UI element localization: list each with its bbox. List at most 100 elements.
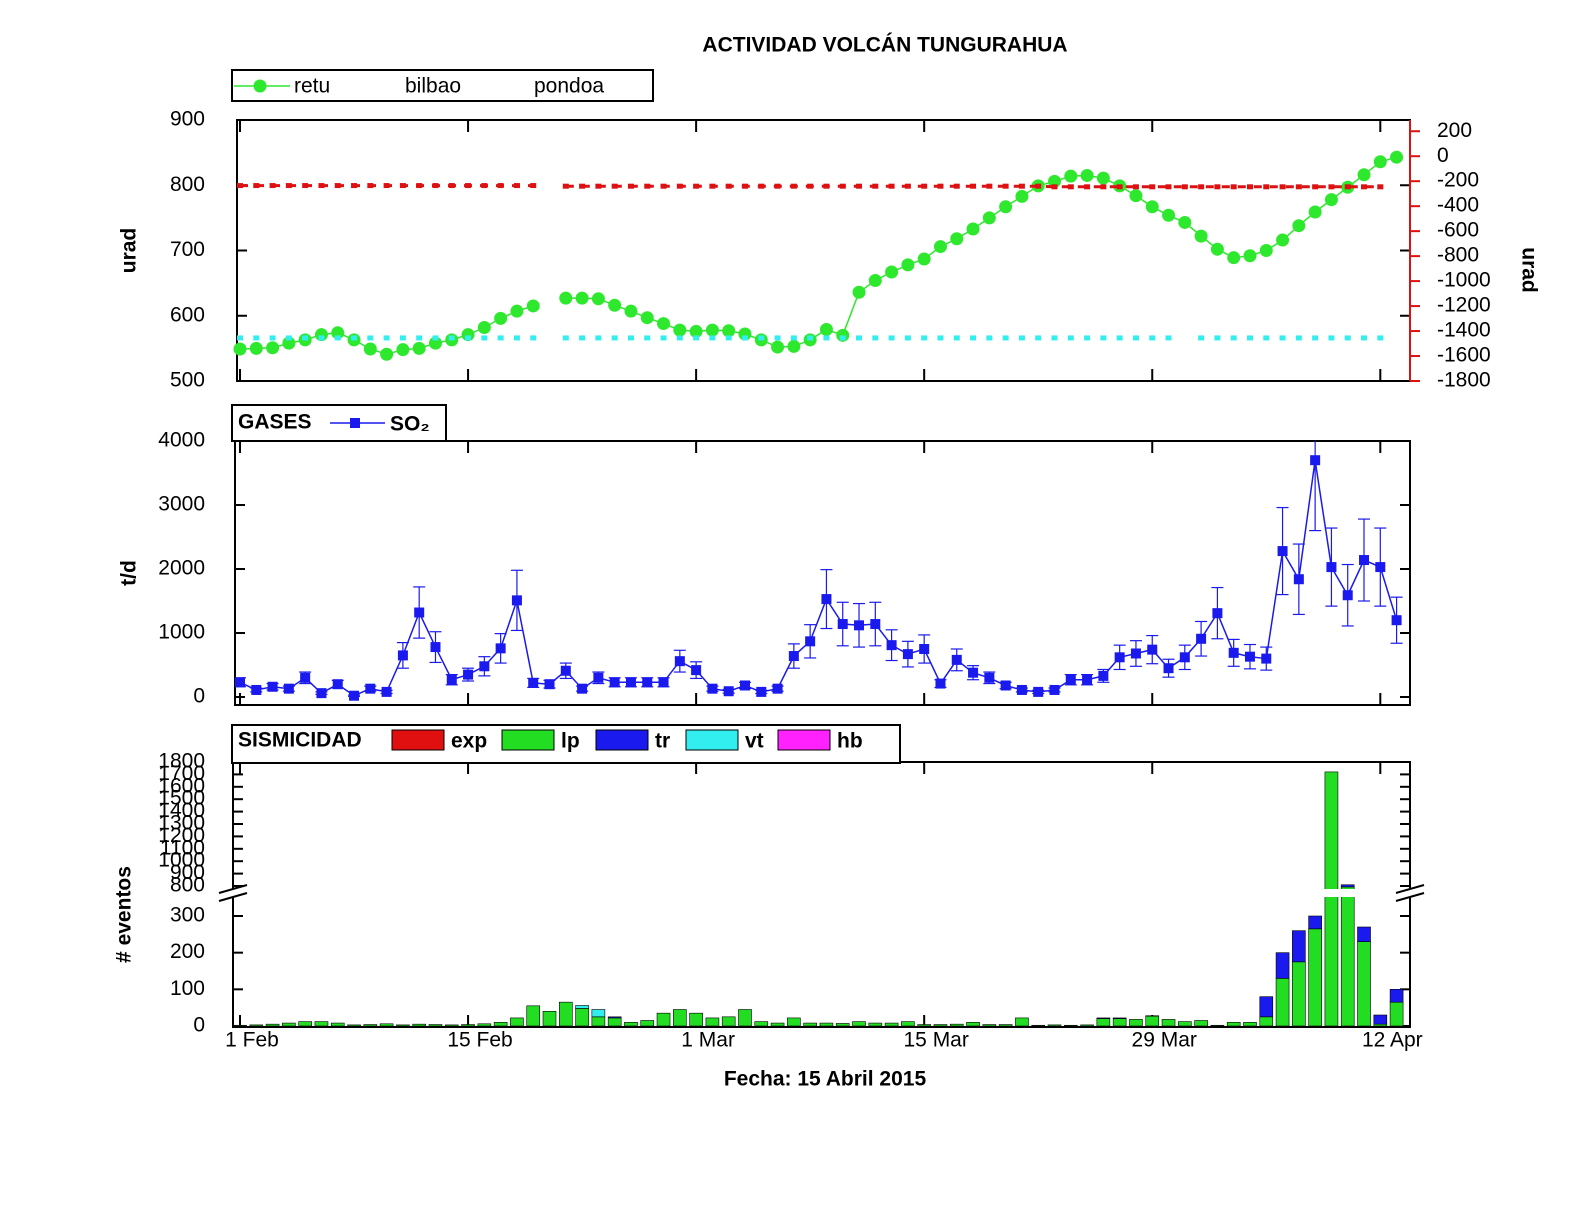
data-point	[349, 690, 360, 701]
bar-segment	[624, 1022, 638, 1027]
data-point	[823, 183, 830, 189]
data-point	[611, 183, 618, 189]
data-point	[1259, 244, 1273, 257]
data-point	[1263, 184, 1270, 190]
x-axis-title: Fecha: 15 Abril 2015	[724, 1068, 927, 1091]
data-point	[380, 347, 394, 361]
x-tick-label: 29 Mar	[1132, 1029, 1197, 1052]
data-point	[1277, 546, 1288, 557]
data-point	[235, 677, 245, 688]
y-tick-label: 1700	[158, 762, 205, 785]
data-point	[970, 183, 977, 189]
data-point	[1179, 652, 1190, 663]
data-point	[888, 183, 895, 189]
series-line	[239, 460, 1398, 697]
data-point	[249, 341, 263, 355]
legend-title: SISMICIDAD	[238, 729, 362, 752]
bar-segment	[884, 1022, 899, 1027]
data-point	[689, 324, 703, 338]
legend-label: hb	[837, 730, 863, 753]
y-tick-label: 1300	[158, 812, 205, 835]
data-point	[432, 335, 439, 341]
data-point	[771, 340, 785, 354]
data-point	[1377, 335, 1384, 341]
data-point	[1210, 242, 1224, 256]
data-point	[933, 240, 947, 254]
x-tick-label: 1 Mar	[681, 1029, 735, 1052]
bar-segment	[1243, 1022, 1257, 1027]
x-tick-label: 1 Feb	[225, 1029, 279, 1052]
data-point	[266, 341, 280, 355]
legend-label: tr	[655, 730, 670, 753]
data-point	[497, 335, 504, 341]
data-point	[986, 335, 993, 341]
data-point	[707, 683, 718, 694]
data-point	[1295, 335, 1302, 341]
data-point	[1344, 335, 1351, 341]
bar-segment	[330, 1022, 345, 1027]
data-point	[705, 323, 719, 337]
data-point	[935, 678, 946, 689]
data-point	[575, 291, 589, 305]
data-point	[1100, 184, 1107, 190]
bar-segment	[575, 1005, 589, 1009]
data-point	[562, 183, 569, 189]
bar-segment	[526, 1005, 541, 1027]
data-point	[1114, 652, 1125, 663]
bar-segment	[591, 1009, 606, 1018]
bar-segment	[265, 1023, 280, 1027]
bar-segment	[575, 1008, 589, 1027]
data-point	[1067, 335, 1074, 341]
data-point	[1165, 335, 1172, 341]
data-point	[1357, 168, 1371, 182]
data-point	[1165, 184, 1172, 190]
data-point	[465, 335, 472, 341]
data-point	[807, 183, 814, 189]
y-tick-label: 1000	[158, 621, 205, 644]
axis-break	[221, 889, 1422, 897]
bar-segment	[1324, 771, 1339, 1027]
data-point	[968, 667, 979, 678]
bar-segment	[1194, 1020, 1208, 1027]
legend-symbol	[253, 79, 267, 93]
data-point	[595, 335, 602, 341]
data-point	[1132, 335, 1139, 341]
data-point	[495, 643, 506, 654]
data-point	[253, 335, 260, 341]
data-point	[1198, 184, 1205, 190]
x-tick-label: 15 Feb	[447, 1029, 512, 1052]
bar-segment	[1275, 978, 1290, 1027]
legend-label: exp	[451, 730, 487, 753]
bar-segment	[673, 1009, 687, 1027]
data-point	[416, 335, 423, 341]
data-point	[412, 341, 426, 355]
legend-swatch	[685, 729, 739, 751]
bar-segment	[835, 1023, 850, 1027]
legend-label: pondoa	[534, 75, 604, 98]
y2-tick-label: -1400	[1437, 319, 1491, 342]
data-point	[790, 335, 797, 341]
data-point	[334, 183, 341, 189]
data-point	[819, 322, 833, 336]
data-point	[1214, 335, 1221, 341]
data-point	[676, 183, 683, 189]
data-point	[560, 665, 571, 676]
data-point	[725, 183, 732, 189]
y2-tick-label: -1800	[1437, 369, 1491, 392]
data-point	[1310, 455, 1321, 466]
data-point	[1196, 633, 1207, 644]
data-point	[1361, 335, 1368, 341]
data-point	[430, 642, 441, 653]
data-point	[772, 683, 783, 694]
data-point	[790, 183, 797, 189]
data-point	[1263, 335, 1270, 341]
bar-segment	[477, 1023, 492, 1027]
bar-segment	[803, 1022, 817, 1027]
data-point	[285, 335, 292, 341]
bar-segment	[770, 1022, 785, 1027]
data-point	[1065, 674, 1076, 685]
data-point	[953, 335, 960, 341]
data-point	[237, 335, 243, 341]
bar-segment	[1389, 989, 1404, 1003]
data-point	[856, 183, 863, 189]
